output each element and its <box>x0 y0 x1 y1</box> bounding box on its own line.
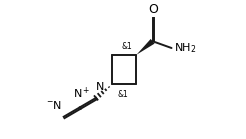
Text: N: N <box>96 82 104 92</box>
Polygon shape <box>137 39 154 55</box>
Text: &1: &1 <box>121 42 132 51</box>
Text: $^{-}$N: $^{-}$N <box>46 99 62 111</box>
Text: &1: &1 <box>118 90 128 99</box>
Text: N$^+$: N$^+$ <box>73 86 91 101</box>
Text: O: O <box>149 3 158 16</box>
Text: NH$_2$: NH$_2$ <box>173 41 196 55</box>
